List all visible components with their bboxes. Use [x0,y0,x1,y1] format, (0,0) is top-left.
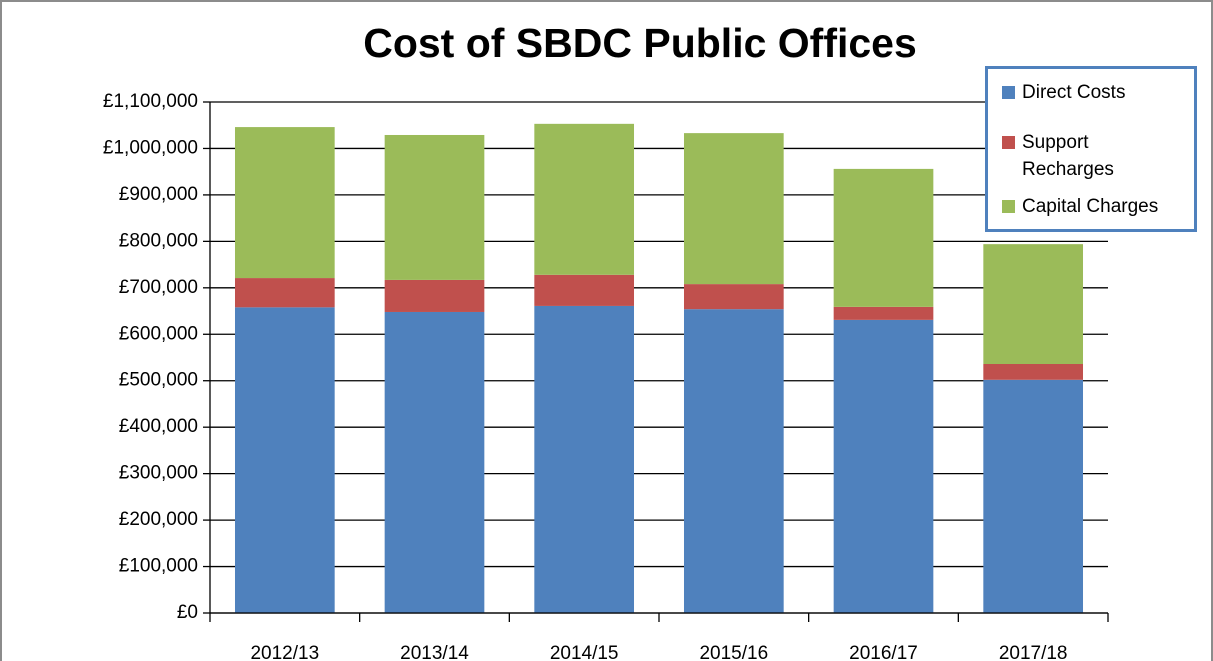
x-tick-label: 2015/16 [699,643,768,661]
bar-segment [534,123,635,275]
y-tick-label: £0 [177,602,198,623]
y-tick-label: £900,000 [119,184,198,205]
legend-swatch [1002,200,1015,213]
y-tick-label: £800,000 [119,230,198,251]
y-tick-label: £200,000 [119,509,198,530]
x-tick-label: 2013/14 [400,643,469,661]
legend-label: Support Recharges [1022,132,1114,180]
legend: Direct Costs Support Recharges Capital Cha… [985,66,1197,232]
legend-item: Capital Charges [1002,193,1182,220]
bar-segment [683,309,784,613]
bar-segment [983,364,1084,380]
y-tick-label: £500,000 [119,370,198,391]
legend-swatch [1002,86,1015,99]
bar-segment [983,244,1084,365]
bar-segment [384,134,485,280]
bar-segment [534,305,635,613]
x-tick-label: 2017/18 [999,643,1068,661]
bar-segment [833,168,934,307]
y-tick-label: £600,000 [119,323,198,344]
legend-item: Direct Costs [1002,79,1182,106]
chart-title: Cost of SBDC Public Offices [363,20,917,66]
bar-segment [683,133,784,285]
bar-segment [683,284,784,310]
legend-item: Support Recharges [1002,129,1122,183]
legend-label: Capital Charges [1022,196,1159,217]
x-tick-label: 2012/13 [250,643,319,661]
bar-segment [983,379,1084,613]
y-tick-label: £300,000 [119,463,198,484]
bar-segment [833,319,934,613]
bar-segment [234,278,335,308]
y-tick-label: £1,100,000 [103,91,198,112]
bar-segment [384,279,485,312]
y-tick-label: £700,000 [119,277,198,298]
x-tick-label: 2014/15 [550,643,619,661]
bar-segment [234,307,335,613]
bar-segment [534,274,635,306]
bar-segment [384,311,485,613]
legend-swatch [1002,136,1015,149]
legend-label: Direct Costs [1022,82,1126,103]
y-tick-label: £100,000 [119,556,198,577]
y-tick-label: £400,000 [119,416,198,437]
x-tick-label: 2016/17 [849,643,918,661]
y-tick-label: £1,000,000 [103,137,198,158]
bar-segment [234,127,335,279]
bar-segment [833,306,934,320]
